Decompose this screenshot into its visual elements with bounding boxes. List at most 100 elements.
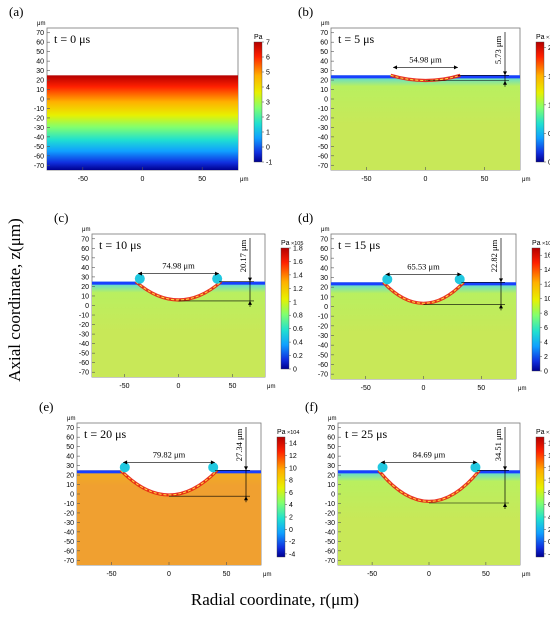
y-axis-unit: μm [321, 21, 329, 27]
time-label-box [334, 237, 386, 253]
x-tick-label: 0 [422, 385, 426, 392]
lip-left [119, 462, 130, 473]
y-tick-label: 0 [40, 97, 44, 104]
colorbar [535, 436, 545, 558]
y-tick-label: -40 [318, 343, 328, 350]
colorbar-tick-label: 1.8 [293, 246, 303, 253]
y-tick-label: -60 [318, 362, 328, 369]
colorbar-tick-label: 0.5 [548, 131, 550, 138]
y-tick-label: 50 [36, 49, 44, 56]
y-tick-label: 10 [36, 87, 44, 94]
time-label-box [50, 31, 102, 47]
y-tick-label: 60 [36, 40, 44, 47]
y-tick-label: -70 [318, 372, 328, 379]
colorbar-exponent: ×105 [546, 35, 550, 41]
crater-rim-highlight [390, 74, 461, 81]
y-tick-label: 70 [327, 425, 335, 432]
x-tick-label: 0 [424, 176, 428, 183]
y-tick-label: 60 [66, 435, 74, 442]
colorbar-tick-label: 2 [544, 354, 548, 361]
y-tick-label: 50 [81, 255, 89, 262]
y-tick-label: -30 [318, 333, 328, 340]
y-tick-label: 60 [81, 246, 89, 253]
colorbar-tick-label: 4 [289, 502, 293, 509]
colorbar-tick-label: -2 [289, 539, 295, 546]
x-tick-label: -50 [361, 385, 371, 392]
x-axis-unit: μm [240, 177, 248, 183]
y-tick-label: -20 [64, 510, 74, 517]
colorbar-tick-label: 6 [544, 325, 548, 332]
y-tick-label: 20 [36, 78, 44, 85]
width-label-bg [158, 260, 199, 270]
time-label: t = 25 μs [345, 427, 388, 441]
y-tick-label: -50 [79, 351, 89, 358]
colorbar-tick-label: 0.2 [293, 353, 303, 360]
y-tick-label: 50 [320, 256, 328, 263]
panel-label: (a) [9, 4, 23, 19]
panel-label: (d) [298, 210, 313, 225]
panel-d: (d)μmμm706050403020100-10-20-30-40-50-60… [298, 210, 550, 392]
y-tick-label: -60 [34, 153, 44, 160]
y-tick-label: 10 [81, 293, 89, 300]
colorbar [253, 41, 263, 163]
colorbar-unit: Pa [254, 34, 263, 41]
colorbar-tick-label: 6 [548, 502, 550, 509]
panel-label: (e) [39, 399, 53, 414]
crater-rim-highlight [135, 281, 222, 301]
width-annotation: 79.82 μm [153, 449, 186, 459]
y-tick-label: 70 [36, 30, 44, 37]
colorbar-tick-label: 16 [544, 253, 550, 260]
depth-annotation: 20.17 μm [238, 239, 248, 272]
colorbar-tick-label: 4 [266, 85, 270, 92]
panel-label: (f) [305, 399, 318, 414]
y-tick-label: -10 [64, 501, 74, 508]
y-tick-label: -70 [79, 370, 89, 377]
colorbar-tick-label: 0 [293, 367, 297, 374]
y-tick-label: -10 [34, 106, 44, 113]
depth-annotation: 27.34 μm [234, 428, 244, 461]
colorbar-tick-label: 4 [544, 340, 548, 347]
y-tick-label: 10 [320, 294, 328, 301]
time-label: t = 0 μs [54, 32, 91, 46]
y-tick-label: 10 [320, 87, 328, 94]
width-annotation: 84.69 μm [413, 449, 446, 459]
y-tick-label: 40 [327, 454, 335, 461]
pressure-field [47, 75, 238, 170]
y-tick-label: 40 [320, 59, 328, 66]
crater-rim-highlight [378, 470, 480, 502]
y-tick-label: 60 [320, 40, 328, 47]
y-tick-label: 30 [36, 68, 44, 75]
y-tick-label: 20 [320, 78, 328, 85]
colorbar-tick-label: 16 [548, 441, 550, 448]
crater-rim-highlight [382, 281, 465, 304]
y-tick-label: 50 [66, 444, 74, 451]
x-tick-label: 0 [177, 383, 181, 390]
colorbar-tick-label: 12 [548, 465, 550, 472]
y-tick-label: -10 [325, 501, 335, 508]
y-tick-label: -50 [318, 352, 328, 359]
domain-fill [331, 274, 516, 379]
x-axis-unit: μm [518, 386, 526, 392]
lip-right [208, 462, 219, 473]
colorbar-exponent: ×104 [542, 241, 550, 247]
lip-left [382, 274, 393, 285]
colorbar-tick-label: 1 [266, 130, 270, 137]
y-tick-label: 60 [320, 246, 328, 253]
y-tick-label: -20 [318, 115, 328, 122]
y-axis-unit: μm [82, 227, 90, 233]
x-tick-label: -50 [106, 571, 116, 578]
colorbar-tick-label: -1 [266, 160, 272, 167]
y-tick-label: -60 [79, 360, 89, 367]
colorbar-tick-label: 0.4 [293, 340, 303, 347]
domain-fill [92, 273, 265, 377]
panel-a: (a)μmμm706050403020100-10-20-30-40-50-60… [9, 4, 272, 183]
colorbar-tick-label: -4 [289, 551, 295, 558]
colorbar-tick-label: 0.8 [293, 313, 303, 320]
colorbar-tick-label: 0 [289, 527, 293, 534]
y-tick-label: 30 [81, 274, 89, 281]
width-annotation: 65.53 μm [407, 261, 440, 271]
colorbar-tick-label: 1.6 [293, 259, 303, 266]
y-tick-label: 40 [81, 265, 89, 272]
colorbar-tick-label: 14 [289, 441, 297, 448]
lip-left [377, 462, 388, 473]
